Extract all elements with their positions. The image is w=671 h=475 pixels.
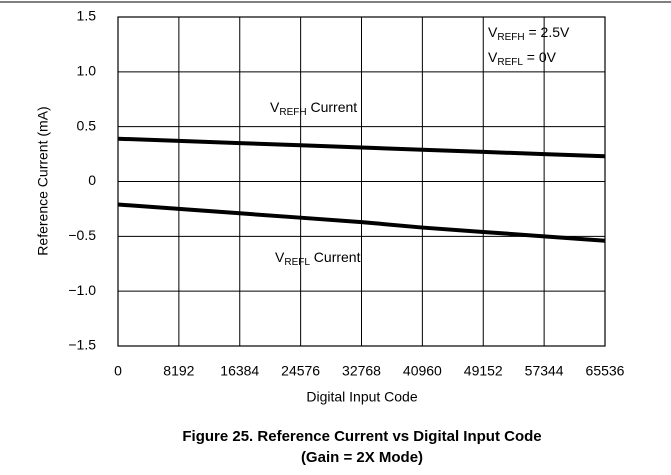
annotation-part: = 0V xyxy=(523,49,557,65)
series-label-sub: REFH xyxy=(279,107,306,118)
series-label-part: V xyxy=(270,99,280,115)
y-tick-label: −0.5 xyxy=(68,227,96,243)
data-line xyxy=(117,136,606,159)
annotation-sub: REFH xyxy=(497,32,524,43)
x-tick-label: 57344 xyxy=(525,363,564,379)
x-tick-label: 32768 xyxy=(342,363,381,379)
chart-title: Figure 25. Reference Current vs Digital … xyxy=(182,428,541,445)
y-axis-label: Reference Current (mA) xyxy=(35,106,51,255)
annotation-sub: REFL xyxy=(497,57,523,68)
series-label-part: Current xyxy=(310,249,361,265)
series-label-part: Current xyxy=(307,99,358,115)
annotation-part: V xyxy=(488,24,498,40)
x-tick-label: 0 xyxy=(114,363,122,379)
chart-subtitle: (Gain = 2X Mode) xyxy=(301,449,423,466)
data-line xyxy=(117,202,606,243)
x-tick-label: 24576 xyxy=(281,363,320,379)
y-tick-label: −1.0 xyxy=(68,282,96,298)
x-tick-label: 65536 xyxy=(586,363,625,379)
x-tick-label: 16384 xyxy=(220,363,259,379)
y-tick-label: 0 xyxy=(88,172,96,188)
series-label: VREFH Current xyxy=(270,99,357,118)
annotation-part: = 2.5V xyxy=(525,24,570,40)
series-label: VREFL Current xyxy=(275,249,361,268)
series-label-sub: REFL xyxy=(284,257,310,268)
annotation-part: V xyxy=(488,49,498,65)
x-tick-label: 49152 xyxy=(464,363,503,379)
x-axis-label: Digital Input Code xyxy=(306,389,418,405)
x-tick-label: 40960 xyxy=(403,363,442,379)
annotations: VREFH = 2.5V VREFL = 0V VREFH Current VR… xyxy=(270,24,570,268)
y-tick-label: 1.5 xyxy=(77,8,97,24)
x-tick-label: 8192 xyxy=(163,363,194,379)
y-tick-label: 1.0 xyxy=(77,63,97,79)
y-tick-label: −1.5 xyxy=(68,337,96,353)
series-label-part: V xyxy=(275,249,285,265)
annotation: VREFL = 0V xyxy=(488,49,557,68)
annotation: VREFH = 2.5V xyxy=(488,24,570,43)
y-tick-label: 0.5 xyxy=(77,117,97,133)
